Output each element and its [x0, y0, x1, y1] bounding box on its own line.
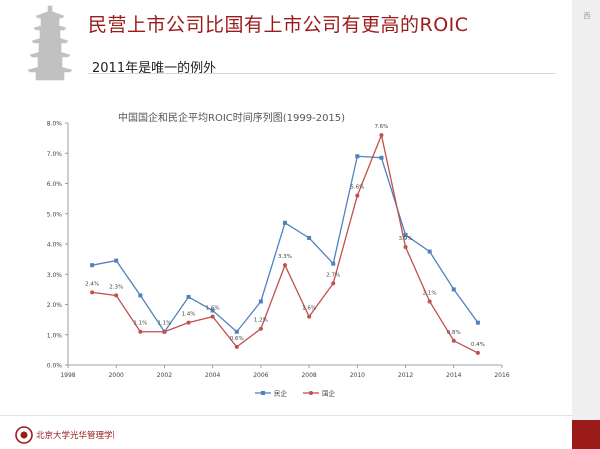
- y-tick-labels: 0.0% 1.0% 2.0% 3.0% 4.0% 5.0% 6.0% 7.0% 8.0%: [47, 121, 63, 370]
- slide-title: 民营上市公司比国有上市公司有更高的ROIC: [88, 14, 469, 36]
- data-label: 3.9%: [399, 236, 413, 242]
- private-point: [379, 155, 384, 160]
- data-label: 0.4%: [471, 342, 485, 348]
- state-point: [451, 338, 456, 343]
- school-logo: 北京大学光华管理学院: [15, 426, 114, 444]
- state-point: [307, 314, 312, 319]
- data-labels: 2.4% 2.3% 1.1% 1.1% 1.4% 1.6% 0.6% 1.2% 3.3% 1.6%…: [85, 124, 485, 348]
- y-tick-label: 4.0%: [47, 242, 63, 249]
- data-label: 1.2%: [254, 318, 268, 324]
- state-point: [186, 320, 191, 325]
- slide-subtitle: 2011年是唯一的例外: [92, 61, 217, 76]
- data-label: 0.8%: [447, 330, 461, 336]
- x-tick-label: 2004: [205, 372, 220, 379]
- state-point: [138, 329, 143, 334]
- y-tick-label: 0.0%: [47, 363, 63, 370]
- pagoda-logo-icon: [27, 5, 73, 81]
- private-point: [427, 249, 432, 254]
- side-caption: 西: [583, 12, 591, 20]
- x-tick-label: 2006: [253, 372, 268, 379]
- corner-accent-block: [572, 420, 600, 449]
- right-sidebar: [572, 0, 600, 420]
- x-tick-label: 2012: [398, 372, 413, 379]
- private-point: [114, 258, 119, 263]
- logo-wordmark: 北京大学光华管理学院: [36, 430, 114, 441]
- data-label: 1.4%: [182, 312, 196, 318]
- y-tick-label: 2.0%: [47, 302, 63, 309]
- chart-title: 中国国企和民企平均ROIC时间序列图(1999-2015): [118, 113, 346, 124]
- series-line-state: [92, 132, 479, 354]
- data-label: 3.3%: [278, 254, 292, 260]
- state-point: [90, 290, 95, 295]
- state-point: [210, 314, 215, 319]
- x-tick-label: 2008: [301, 372, 316, 379]
- data-label: 5.6%: [350, 185, 364, 191]
- y-tick-label: 7.0%: [47, 151, 63, 158]
- private-point: [403, 232, 408, 237]
- data-label: 1.6%: [302, 306, 316, 312]
- y-tick-label: 6.0%: [47, 181, 63, 188]
- private-point: [90, 263, 95, 268]
- title-divider: [88, 73, 556, 74]
- legend-marker: [309, 391, 313, 395]
- state-point: [403, 245, 408, 250]
- y-tick-label: 5.0%: [47, 211, 63, 218]
- data-label: 2.7%: [326, 272, 340, 278]
- x-tick-label: 2014: [446, 372, 461, 379]
- state-point: [234, 344, 239, 349]
- state-point: [427, 299, 432, 304]
- legend-label: 国企: [322, 389, 336, 398]
- x-tick-label: 2016: [494, 372, 509, 379]
- private-point: [210, 308, 215, 313]
- private-point: [331, 261, 336, 266]
- x-tick-label: 1998: [60, 372, 75, 379]
- data-label: 1.1%: [157, 321, 171, 327]
- x-tick-label: 2010: [350, 372, 365, 379]
- footer-divider: [0, 415, 572, 416]
- data-label: 0.6%: [230, 336, 244, 342]
- data-label: 2.3%: [109, 284, 123, 290]
- state-point: [283, 263, 287, 268]
- data-label: 2.1%: [423, 290, 437, 296]
- x-tick-label: 2000: [109, 372, 124, 379]
- state-point: [114, 293, 119, 298]
- state-point: [258, 326, 263, 331]
- chart-axes: [65, 122, 503, 368]
- private-point: [283, 220, 287, 225]
- private-point: [258, 299, 263, 304]
- data-label: 1.1%: [133, 321, 147, 327]
- private-point: [186, 294, 191, 299]
- series-line-private: [91, 155, 479, 333]
- x-tick-labels: 1998 2000 2002 2004 2006 2008 2010 2012 2014 2016: [60, 372, 509, 379]
- state-point: [475, 350, 480, 355]
- legend-marker: [261, 391, 265, 395]
- private-point: [234, 329, 239, 334]
- data-label: 1.6%: [206, 306, 220, 312]
- y-tick-label: 1.0%: [47, 332, 63, 339]
- y-tick-label: 8.0%: [47, 121, 63, 128]
- chart-series: [90, 132, 480, 355]
- data-label: 7.6%: [374, 124, 388, 130]
- state-point: [162, 329, 167, 334]
- private-point: [475, 320, 480, 325]
- state-point: [355, 193, 360, 198]
- data-label: 2.4%: [85, 281, 99, 287]
- legend-label: 民企: [274, 389, 288, 398]
- roic-line-chart: 0.0% 1.0% 2.0% 3.0% 4.0% 5.0% 6.0% 7.0% 8.0% 199…: [47, 121, 510, 398]
- state-point: [331, 281, 336, 286]
- private-point: [451, 287, 456, 292]
- private-point: [355, 154, 360, 159]
- state-point: [379, 133, 384, 138]
- private-point: [307, 235, 312, 240]
- chart-legend: 民企 国企: [255, 389, 336, 398]
- private-point: [138, 293, 143, 298]
- y-tick-label: 3.0%: [47, 272, 63, 279]
- x-tick-label: 2002: [157, 372, 172, 379]
